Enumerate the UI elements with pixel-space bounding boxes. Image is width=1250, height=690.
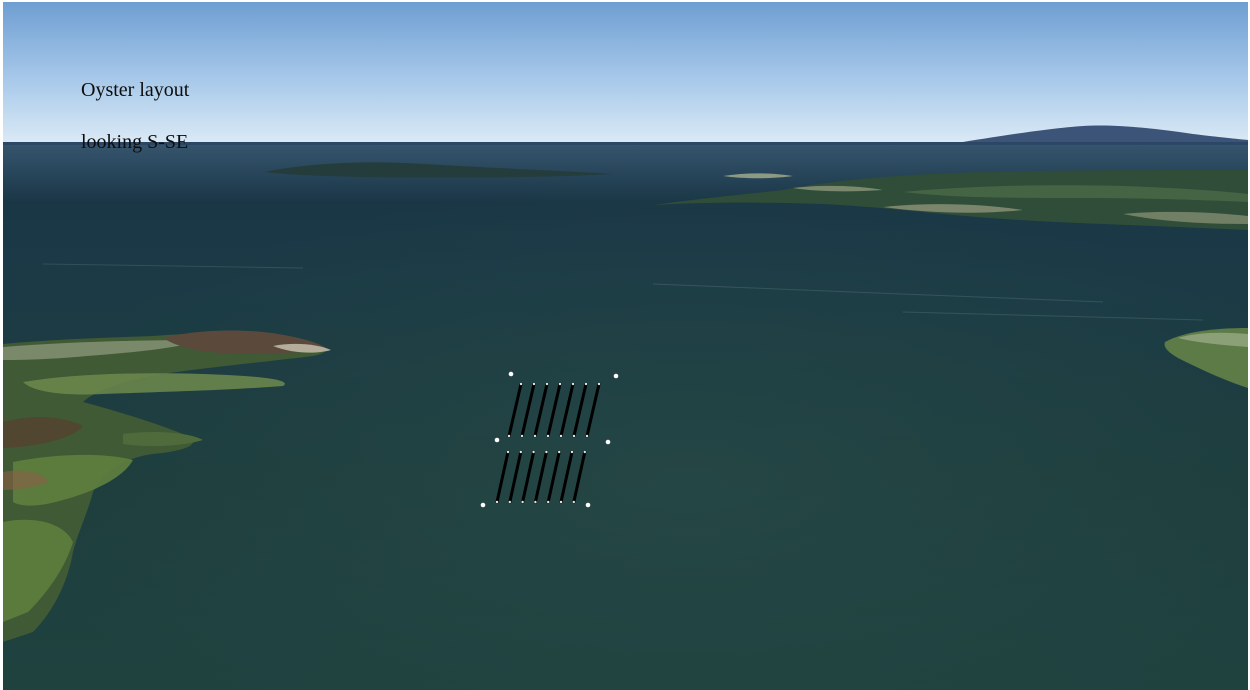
upper-block-line-3-end-1 <box>545 382 549 386</box>
lower-block-line-3-end-1 <box>532 450 535 454</box>
upper-block-line-3 <box>533 382 549 438</box>
lower-block-line-1-end-2 <box>495 500 499 504</box>
upper-block-line-1 <box>507 382 523 438</box>
upper-block-line-3-end-2 <box>533 434 537 438</box>
oyster-layout-markers <box>480 371 619 508</box>
lower-block-line-6-end-1 <box>570 450 574 454</box>
sky <box>3 2 1248 144</box>
water-streaks <box>42 263 1204 321</box>
upper-block-line-6-end-1 <box>584 382 588 386</box>
lower-block-line-1 <box>495 450 510 504</box>
lower-block-line-4-end-2 <box>534 500 537 504</box>
upper-block-line-5-end-2 <box>559 434 563 438</box>
upper-block-line-4 <box>546 382 562 438</box>
aerial-bay-view <box>3 2 1248 690</box>
left-shoreline <box>3 333 326 642</box>
upper-block-line-2-end-1 <box>532 382 536 386</box>
upper-block-line-7-end-1 <box>597 382 601 386</box>
lower-block-line-3-end-2 <box>521 500 524 504</box>
lower-block-line-7 <box>572 450 587 504</box>
corner-point-4 <box>605 439 611 445</box>
lower-block-line-6-end-2 <box>559 500 563 504</box>
upper-block-line-7-end-2 <box>585 434 589 438</box>
upper-block-line-2 <box>520 382 536 438</box>
lower-block-line-5 <box>546 450 561 504</box>
far-island-left <box>265 162 613 178</box>
upper-block-line-6-end-2 <box>572 434 576 438</box>
upper-block-line-6 <box>572 382 588 438</box>
upper-block-line-7 <box>585 382 601 438</box>
upper-block-line-5-end-1 <box>571 382 575 386</box>
far-island-right <box>653 170 1248 230</box>
corner-point-2 <box>613 373 619 379</box>
upper-block-line-4-end-1 <box>558 382 562 386</box>
upper-block-line-2-end-2 <box>520 434 524 438</box>
caption: Oyster layout looking S-SE <box>81 51 189 181</box>
caption-line-1: Oyster layout <box>81 79 190 101</box>
lower-block-line-2-end-1 <box>519 450 522 454</box>
upper-block-line-4-end-2 <box>546 434 550 438</box>
corner-point-1 <box>508 371 514 377</box>
lower-block-line-5-end-2 <box>547 500 550 504</box>
lower-block-line-2-end-2 <box>508 500 511 504</box>
upper-block-line-1-end-1 <box>519 382 523 386</box>
upper-block-line-1-end-2 <box>507 434 511 438</box>
corner-point-5 <box>480 502 486 508</box>
aerial-photo-frame: Oyster layout looking S-SE <box>3 2 1248 690</box>
lower-block-line-2 <box>508 450 523 504</box>
lower-block-line-4-end-1 <box>545 450 548 454</box>
upper-block-line-5 <box>559 382 575 438</box>
lower-block-line-5-end-1 <box>558 450 561 454</box>
lower-block-line-3 <box>521 450 536 504</box>
lower-block-line-7-end-1 <box>583 450 586 454</box>
caption-line-2: looking S-SE <box>81 131 189 153</box>
lower-block-line-7-end-2 <box>572 500 575 504</box>
corner-point-3 <box>494 437 500 443</box>
lower-block-line-4 <box>533 450 548 504</box>
lower-block-line-6 <box>559 450 574 504</box>
lower-block-line-1-end-1 <box>506 450 510 454</box>
corner-point-6 <box>585 502 591 508</box>
